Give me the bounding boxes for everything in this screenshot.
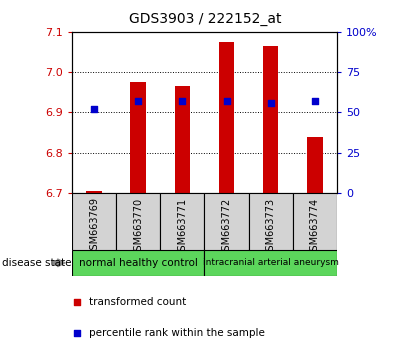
Bar xyxy=(130,82,146,193)
Text: disease state: disease state xyxy=(2,258,72,268)
Point xyxy=(223,98,230,104)
Bar xyxy=(219,42,234,193)
Point xyxy=(74,299,81,305)
Point xyxy=(74,331,81,336)
Bar xyxy=(72,250,205,276)
Bar xyxy=(86,191,102,193)
Text: GSM663770: GSM663770 xyxy=(133,198,143,257)
Text: percentile rank within the sample: percentile rank within the sample xyxy=(89,328,265,338)
Bar xyxy=(175,86,190,193)
Point xyxy=(179,98,186,104)
Bar xyxy=(249,193,293,250)
Bar xyxy=(205,250,337,276)
Bar xyxy=(72,193,116,250)
Text: GSM663773: GSM663773 xyxy=(266,198,276,257)
Point xyxy=(268,100,274,105)
Text: transformed count: transformed count xyxy=(89,297,187,307)
Bar xyxy=(205,193,249,250)
Text: GDS3903 / 222152_at: GDS3903 / 222152_at xyxy=(129,12,282,27)
Text: normal healthy control: normal healthy control xyxy=(79,258,198,268)
Text: GSM663769: GSM663769 xyxy=(89,198,99,256)
Point xyxy=(135,98,141,104)
Bar xyxy=(160,193,205,250)
Bar xyxy=(307,137,323,193)
Text: GSM663771: GSM663771 xyxy=(178,198,187,257)
Text: GSM663774: GSM663774 xyxy=(310,198,320,257)
Bar xyxy=(293,193,337,250)
Bar xyxy=(116,193,160,250)
Point xyxy=(91,106,97,112)
Bar xyxy=(263,46,279,193)
Text: GSM663772: GSM663772 xyxy=(222,198,231,257)
Point xyxy=(312,98,318,104)
Text: intracranial arterial aneurysm: intracranial arterial aneurysm xyxy=(203,258,339,267)
